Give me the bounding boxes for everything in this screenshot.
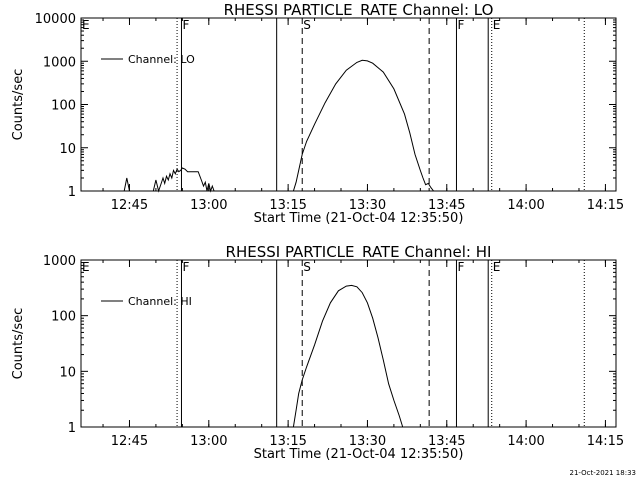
x-tick-label: 14:00 xyxy=(507,198,544,213)
y-tick-label: 1000 xyxy=(43,55,76,70)
chart-panel-2: RHESSI PARTICLE_RATE Channel: HI 12:45 13:… xyxy=(11,243,624,462)
event-label: S xyxy=(303,260,311,274)
chart-title: RHESSI PARTICLE_RATE Channel: HI xyxy=(226,243,492,262)
series-line xyxy=(123,59,434,193)
x-tick-label: 13:15 xyxy=(269,434,306,449)
plot-frame xyxy=(80,259,617,428)
plot-frame xyxy=(80,17,617,192)
chart-panel-1: RHESSI PARTICLE_RATE Channel: LO 12:45 13:… xyxy=(11,1,624,226)
event-label: F xyxy=(457,260,464,274)
footer-timestamp: 21-Oct-2021 18:33 xyxy=(569,469,636,477)
event-label: F xyxy=(182,260,189,274)
event-label: E xyxy=(82,18,90,32)
x-tick-label: 14:15 xyxy=(587,198,624,213)
y-tick-label: 100 xyxy=(51,310,76,325)
event-label: E xyxy=(493,18,501,32)
y-tick-label: 10000 xyxy=(35,12,76,27)
x-tick-label: 13:00 xyxy=(190,198,227,213)
x-tick-label: 13:30 xyxy=(349,198,386,213)
y-tick-label: 1 xyxy=(68,185,76,200)
y-axis-label: Counts/sec xyxy=(11,308,26,380)
x-tick-label: 13:45 xyxy=(428,198,465,213)
y-tick-label: 10 xyxy=(59,142,76,157)
event-label: S xyxy=(303,18,311,32)
event-label: E xyxy=(493,260,501,274)
x-tick-label: 13:30 xyxy=(349,434,386,449)
x-tick-label: 12:45 xyxy=(111,198,148,213)
event-label: E xyxy=(82,260,90,274)
x-tick-label: 13:15 xyxy=(269,198,306,213)
y-tick-label: 1000 xyxy=(43,254,76,269)
y-axis-label: Counts/sec xyxy=(11,69,26,141)
y-tick-label: 1 xyxy=(68,421,76,436)
y-tick-label: 10 xyxy=(59,365,76,380)
x-tick-label: 13:45 xyxy=(428,434,465,449)
x-axis-label: Start Time (21-Oct-04 12:35:50) xyxy=(254,211,464,226)
event-label: F xyxy=(457,18,464,32)
legend-label: Channel: LO xyxy=(128,53,195,66)
chart-title: RHESSI PARTICLE_RATE Channel: LO xyxy=(224,1,494,20)
series-line xyxy=(292,284,404,428)
y-tick-label: 100 xyxy=(51,99,76,114)
x-tick-label: 13:00 xyxy=(190,434,227,449)
x-tick-label: 14:00 xyxy=(507,434,544,449)
x-axis-label: Start Time (21-Oct-04 12:35:50) xyxy=(254,447,464,462)
event-label: F xyxy=(182,18,189,32)
legend-label: Channel: HI xyxy=(128,295,192,308)
x-tick-label: 14:15 xyxy=(587,434,624,449)
x-tick-label: 12:45 xyxy=(111,434,148,449)
